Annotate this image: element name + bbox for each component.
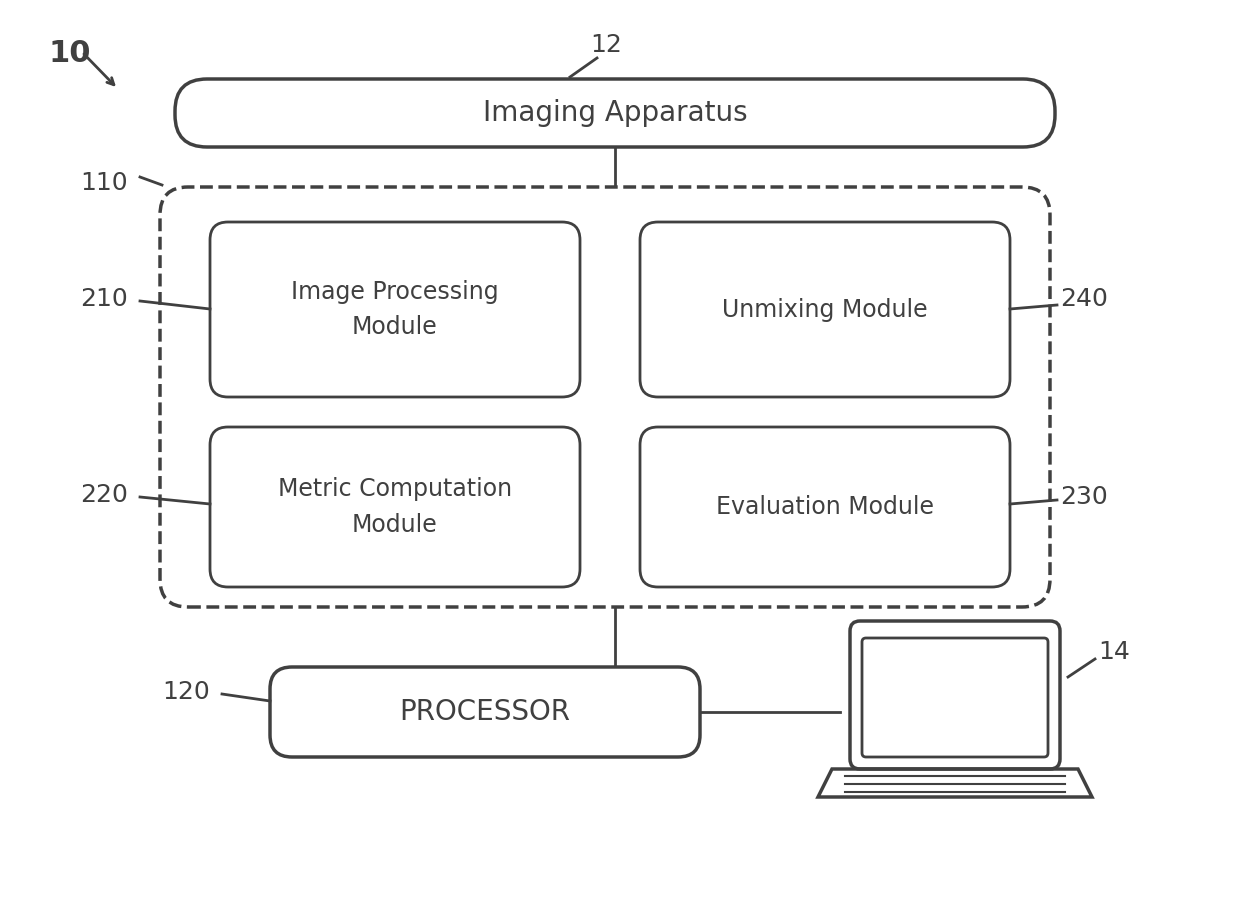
Text: Unmixing Module: Unmixing Module: [722, 298, 928, 321]
FancyBboxPatch shape: [640, 427, 1011, 587]
Text: 220: 220: [81, 483, 128, 507]
FancyBboxPatch shape: [175, 79, 1055, 147]
FancyBboxPatch shape: [849, 621, 1060, 769]
FancyBboxPatch shape: [640, 222, 1011, 397]
Text: 240: 240: [1060, 287, 1107, 311]
Text: 230: 230: [1060, 485, 1107, 509]
Text: 14: 14: [1097, 640, 1130, 664]
FancyBboxPatch shape: [270, 667, 701, 757]
Text: Image Processing
Module: Image Processing Module: [291, 280, 498, 339]
Text: Imaging Apparatus: Imaging Apparatus: [482, 99, 748, 127]
Text: 10: 10: [48, 39, 91, 68]
Text: Metric Computation
Module: Metric Computation Module: [278, 477, 512, 536]
Text: 210: 210: [81, 287, 128, 311]
Text: 120: 120: [162, 680, 210, 704]
FancyBboxPatch shape: [160, 187, 1050, 607]
Text: Evaluation Module: Evaluation Module: [715, 495, 934, 519]
FancyBboxPatch shape: [862, 638, 1048, 757]
Text: PROCESSOR: PROCESSOR: [399, 698, 570, 726]
FancyBboxPatch shape: [210, 427, 580, 587]
Text: 110: 110: [81, 171, 128, 195]
Text: 12: 12: [590, 33, 622, 57]
FancyBboxPatch shape: [210, 222, 580, 397]
